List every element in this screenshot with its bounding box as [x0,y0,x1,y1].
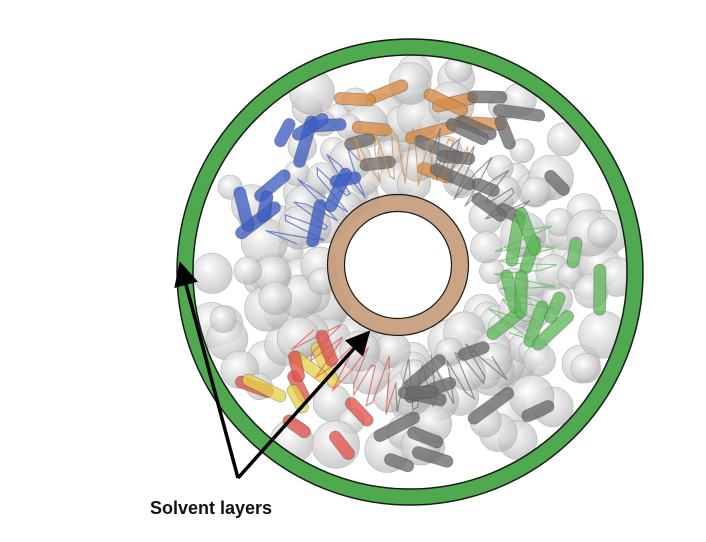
helix-cylinder [593,263,607,316]
helix-cylinder [492,103,546,122]
helix-cylinder [494,115,516,150]
blue-subunit [233,112,366,248]
helix-cylinder [329,430,355,461]
surface-blob [587,218,618,249]
green-subunit [486,206,607,351]
helix-cylinder [467,90,508,104]
helix-cylinder [384,453,415,473]
arrow-to-inner-layer [236,330,371,480]
helix-cylinder [521,400,555,423]
helix-cylinder [467,387,515,425]
loop-trace [353,127,469,187]
surface-blob [233,256,262,285]
helix-cylinder [531,310,575,351]
helix-cylinder [233,186,255,232]
helix-cylinder [544,169,570,196]
surface-blob [509,138,535,164]
loop-trace [265,147,366,245]
helix-cylinder [333,91,376,107]
gray-bottom-subunit [373,341,555,473]
surface-blob [191,252,233,294]
helix-cylinder [274,118,296,148]
helix-cylinder [288,350,306,383]
helix-cylinder [411,446,454,468]
surface-blob [570,352,601,384]
surface-blob [258,281,293,316]
loop-trace [290,323,396,415]
helix-cylinder [407,426,444,449]
helix-cylinder [544,291,566,324]
surface-blob [209,305,237,334]
surface-blob [520,176,552,208]
helix-cylinder [344,132,376,151]
inner-solvent-layer [327,194,469,336]
caption-solvent-layers: Solvent layers [150,498,273,518]
inner-layer-outline-inner [343,210,453,320]
helix-cylinder [445,118,489,146]
arrow-to-outer-layer [174,261,240,479]
surface-blob [470,231,503,264]
helix-cylinder [471,192,507,222]
helix-cylinder [256,190,274,223]
helix-cylinder [523,300,549,348]
central-pore [336,203,460,327]
helix-cylinder [241,373,287,403]
gray-top-subunit [429,90,570,225]
loop-trace [429,127,531,220]
loop-trace [488,225,558,341]
loop-trace [395,343,508,413]
red-yellow-subunit [235,323,396,461]
helix-cylinder [423,88,469,117]
helix-cylinder [566,236,583,269]
helix-cylinder [345,397,374,427]
helix-cylinder [373,411,420,443]
protein-helices [233,79,607,473]
helix-cylinder [514,270,528,319]
surface-blob [388,62,432,105]
inner-layer-outline-outer [326,193,470,337]
helix-cylinder [291,112,329,141]
surface-blob [547,122,581,157]
